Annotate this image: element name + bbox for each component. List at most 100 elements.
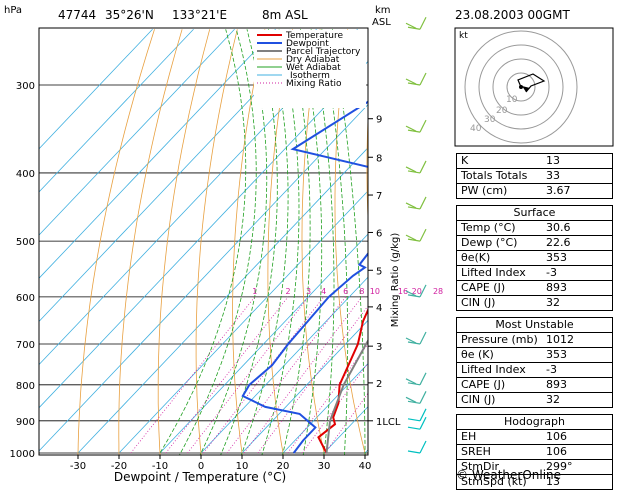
dry-adiabat-line [232,29,266,455]
x-axis-label: Dewpoint / Temperature (°C) [114,470,286,484]
mu-pressure-label: Pressure (mb) [461,333,538,346]
temp-tick--20: -20 [111,461,127,472]
surface-temp-value: 30.6 [546,221,571,234]
hodograph-ring-label-20: 20 [496,106,508,116]
dry-adiabat-line [77,29,155,455]
pressure-axis: 300 400 500 600 700 800 900 1000 [10,81,35,460]
wind-barb-staff [419,440,427,454]
temp-tick-0: 0 [198,461,204,472]
temp-tick-10: 10 [236,461,249,472]
plot-frame [38,27,369,456]
mixing-ratio-label-3: 3 [306,287,311,296]
isotherm-line [39,28,235,236]
legend-dry-adiabat: Dry Adiabat [286,55,340,65]
profile-series [241,100,368,454]
hodograph-ring-40 [464,30,578,144]
hodograph-ring-20 [492,58,550,116]
pressure-tick-700: 700 [16,340,35,351]
hodo-eh-value: 106 [546,430,567,443]
pressure-tick-1000: 1000 [10,449,35,460]
hodograph-trace [517,73,546,93]
mixing-ratio-axis-label: Mixing Ratio (g/kg) [390,233,401,328]
station-elevation: 8m ASL [262,8,308,22]
mixing-ratio-label-8: 8 [359,287,364,296]
dry-adiabat-line [267,29,293,455]
indices-block-hodograph: Hodograph EH 106 SREH 106 StmDir 299° StmSp… [456,414,613,490]
wind-barb-staff [419,72,427,86]
wet-adiabat-line [220,29,278,455]
isotherm-line [39,28,153,150]
isotherm-line [159,233,368,454]
station-lat: 35°26'N [105,8,154,22]
wind-barb-flag [407,426,421,430]
hodograph-ring-30 [478,44,564,130]
mixing-ratio-labels: 1 2 3 4 6 8 10 16 20 28 [252,287,443,296]
isotherm-line [39,103,368,452]
km-tick-1LCL: 1LCL [376,417,401,428]
station-id: 47744 [58,8,96,22]
pressure-tick-900: 900 [16,417,35,428]
wind-barb-flag [407,382,421,386]
mu-thetae-value: 353 [546,348,567,361]
dry-adiabat-line [195,29,238,455]
indices-block-surface: Surface Temp (°C) 30.6 Dewp (°C) 22.6 θe(K… [456,205,613,311]
hodo-sreh-label: SREH [461,445,491,458]
wind-barb-flag [405,378,417,385]
km-tick-9: 9 [376,115,382,126]
isotherm-line [200,276,368,454]
series-parcel-trajectory [325,338,368,454]
wet-adiabat-line [310,29,335,455]
pressure-tick-500: 500 [16,237,35,248]
wind-barb-flag [405,396,417,403]
km-tick-3: 3 [376,342,382,353]
km-tick-7: 7 [376,191,382,202]
mu-cin-label: CIN (J) [461,393,496,406]
mixing-ratio-label-1: 1 [252,287,257,296]
mixing-ratio-label-2: 2 [285,287,290,296]
wind-barb-flag [405,166,417,173]
isotherm-line [241,319,368,454]
mu-cape-label: CAPE (J) [461,378,506,391]
mixing-ratio-line-20 [302,362,368,454]
surface-dewp-value: 22.6 [546,236,571,249]
station-lon: 133°21'E [172,8,227,22]
temp-tick--30: -30 [70,461,86,472]
wind-barb-flag [407,206,421,210]
surface-section-title: Surface [513,206,556,219]
wind-barb-flag [405,22,417,29]
hodo-stmdir-value: 299° [546,460,573,473]
mu-pressure-value: 1012 [546,333,574,346]
legend-dewpoint: Dewpoint [286,39,329,49]
wind-barb-staff [419,408,427,422]
mixing-ratio-line-3 [187,296,309,454]
hodograph-unit: kt [459,31,468,41]
asl-unit-label: ASL [372,17,391,28]
temp-tick-30: 30 [318,461,331,472]
temperature-axis: -30 -20 -10 0 10 20 30 40 [70,455,371,472]
dry-adiabat-line [301,29,325,455]
temp-tick--10: -10 [152,461,168,472]
sounding-datetime: 23.08.2003 00GMT [455,8,570,22]
index-tt-label: Totals Totals [461,169,528,182]
wind-barb-staff [419,17,427,30]
wind-barb-flag [407,341,421,345]
wind-barb-flag [407,294,421,298]
mu-cin-value: 32 [546,393,560,406]
hodo-eh-label: EH [461,430,477,443]
wind-barb-flag [407,450,421,454]
wind-barb-flag [405,78,417,85]
wind-barbs [405,17,427,454]
wet-adiabat-line [300,29,323,455]
km-unit-label: km [375,5,391,16]
index-k-label: K [461,154,469,167]
legend-isotherm: Isotherm [290,71,330,81]
series-dewpoint [241,100,368,454]
wind-barb-flag [405,234,417,241]
wind-barb-flag [405,202,417,209]
mu-cape-value: 893 [546,378,567,391]
mixing-ratio-label-4: 4 [321,287,326,296]
pressure-tick-800: 800 [16,381,35,392]
surface-cin-label: CIN (J) [461,296,496,309]
temp-tick-20: 20 [277,461,290,472]
pressure-tick-300: 300 [16,81,35,92]
